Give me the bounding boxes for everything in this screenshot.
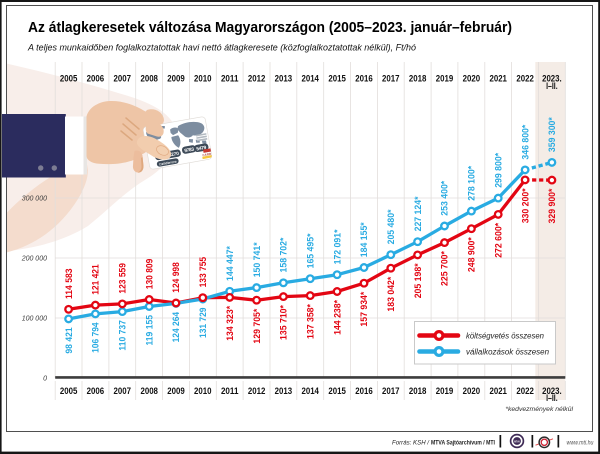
svg-text:2007: 2007 — [114, 385, 132, 396]
svg-text:2009: 2009 — [167, 385, 185, 396]
svg-text:135 710*: 135 710* — [279, 305, 289, 340]
svg-text:2017: 2017 — [382, 72, 400, 83]
svg-text:2022: 2022 — [516, 385, 534, 396]
svg-text:184 155*: 184 155* — [359, 222, 369, 257]
svg-text:227 124*: 227 124* — [413, 196, 423, 231]
svg-text:225 700*: 225 700* — [440, 251, 450, 286]
svg-text:Cardholder name: Cardholder name — [159, 159, 178, 166]
svg-text:2006: 2006 — [87, 385, 105, 396]
svg-text:I–II.: I–II. — [546, 80, 558, 91]
svg-text:329 900*: 329 900* — [547, 188, 557, 223]
svg-text:MTVA Sajtóarchívum / MTI: MTVA Sajtóarchívum / MTI — [431, 440, 495, 447]
svg-text:2020: 2020 — [463, 72, 481, 83]
svg-text:124 264: 124 264 — [171, 312, 181, 343]
svg-text:Forrás: KSH /: Forrás: KSH / — [392, 440, 430, 447]
svg-text:www.mti.hu: www.mti.hu — [567, 439, 594, 446]
svg-text:2019: 2019 — [436, 385, 454, 396]
svg-text:MTVA: MTVA — [514, 439, 520, 443]
svg-text:2015: 2015 — [328, 385, 346, 396]
svg-text:5479: 5479 — [196, 145, 207, 153]
svg-text:137 358*: 137 358* — [305, 304, 315, 339]
svg-text:278 100*: 278 100* — [467, 165, 477, 200]
svg-text:183 042*: 183 042* — [386, 276, 396, 311]
svg-text:272 600*: 272 600* — [493, 222, 503, 257]
svg-text:359 300*: 359 300* — [547, 117, 557, 152]
svg-text:2011: 2011 — [221, 72, 239, 83]
svg-text:205 198*: 205 198* — [413, 263, 423, 298]
svg-text:144 447*: 144 447* — [225, 246, 235, 281]
svg-text:2005: 2005 — [60, 385, 78, 396]
svg-text:2022: 2022 — [516, 72, 534, 83]
svg-text:134 323*: 134 323* — [225, 305, 235, 340]
svg-text:253 400*: 253 400* — [440, 180, 450, 215]
svg-text:2021: 2021 — [489, 72, 507, 83]
svg-text:119 155: 119 155 — [144, 315, 154, 346]
svg-text:121 421: 121 421 — [91, 264, 101, 295]
svg-text:300 000: 300 000 — [22, 196, 47, 203]
svg-text:2014: 2014 — [301, 385, 319, 396]
svg-text:2008: 2008 — [140, 385, 158, 396]
svg-text:150 741*: 150 741* — [252, 242, 262, 277]
svg-text:9783: 9783 — [184, 147, 195, 155]
svg-text:2005: 2005 — [60, 72, 78, 83]
svg-text:2016: 2016 — [355, 72, 373, 83]
svg-text:2020: 2020 — [463, 385, 481, 396]
svg-text:2011: 2011 — [221, 385, 239, 396]
svg-text:2017: 2017 — [382, 385, 400, 396]
svg-text:114 583: 114 583 — [64, 269, 74, 300]
svg-text:110 737: 110 737 — [118, 320, 128, 351]
svg-text:2013: 2013 — [275, 385, 293, 396]
svg-text:98 421: 98 421 — [64, 327, 74, 353]
svg-text:172 091*: 172 091* — [332, 229, 342, 264]
svg-text:2016: 2016 — [355, 385, 373, 396]
svg-text:124 998: 124 998 — [171, 262, 181, 293]
svg-text:106 794: 106 794 — [91, 322, 101, 353]
svg-text:157 934*: 157 934* — [359, 291, 369, 326]
svg-text:2015: 2015 — [328, 72, 346, 83]
svg-text:144 238*: 144 238* — [332, 300, 342, 335]
svg-text:2009: 2009 — [167, 72, 185, 83]
svg-text:2018: 2018 — [409, 385, 427, 396]
svg-text:2019: 2019 — [436, 72, 454, 83]
svg-text:165 495*: 165 495* — [305, 233, 315, 268]
svg-text:2007: 2007 — [114, 72, 132, 83]
svg-text:2010: 2010 — [194, 72, 212, 83]
svg-text:2023.: 2023. — [542, 385, 562, 396]
svg-text:2012: 2012 — [248, 385, 266, 396]
svg-text:2008: 2008 — [140, 72, 158, 83]
svg-text:158 702*: 158 702* — [279, 237, 289, 272]
svg-text:2013: 2013 — [275, 72, 293, 83]
svg-text:2021: 2021 — [489, 385, 507, 396]
svg-text:123 559: 123 559 — [118, 263, 128, 294]
svg-text:130 809: 130 809 — [144, 259, 154, 290]
svg-text:*kedvezmények nélkül: *kedvezmények nélkül — [505, 406, 573, 413]
svg-text:I–II.: I–II. — [546, 392, 558, 403]
svg-text:2014: 2014 — [301, 72, 319, 83]
svg-text:100 000: 100 000 — [22, 316, 47, 323]
svg-text:200 000: 200 000 — [21, 256, 47, 263]
svg-text:2006: 2006 — [87, 72, 105, 83]
svg-text:133 755: 133 755 — [198, 257, 208, 288]
svg-text:költségvetés összesen: költségvetés összesen — [466, 331, 544, 341]
svg-text:2018: 2018 — [409, 72, 427, 83]
svg-text:Az átlagkeresetek változása Ma: Az átlagkeresetek változása Magyarország… — [28, 19, 512, 36]
svg-text:A teljes munkaidőben foglalkoz: A teljes munkaidőben foglalkoztatottak h… — [27, 43, 416, 53]
svg-text:248 900*: 248 900* — [467, 237, 477, 272]
svg-text:0: 0 — [43, 376, 47, 383]
svg-text:2010: 2010 — [194, 385, 212, 396]
svg-text:131 729: 131 729 — [198, 308, 208, 339]
svg-text:205 480*: 205 480* — [386, 209, 396, 244]
svg-text:299 800*: 299 800* — [493, 152, 503, 187]
svg-text:vállalkozások összesen: vállalkozások összesen — [466, 347, 549, 357]
svg-text:2023.: 2023. — [542, 72, 562, 83]
svg-text:346 800*: 346 800* — [520, 124, 530, 159]
svg-text:129 705*: 129 705* — [252, 308, 262, 343]
svg-text:CARD: CARD — [202, 152, 212, 158]
svg-text:330 200*: 330 200* — [520, 188, 530, 223]
svg-text:2012: 2012 — [248, 72, 266, 83]
